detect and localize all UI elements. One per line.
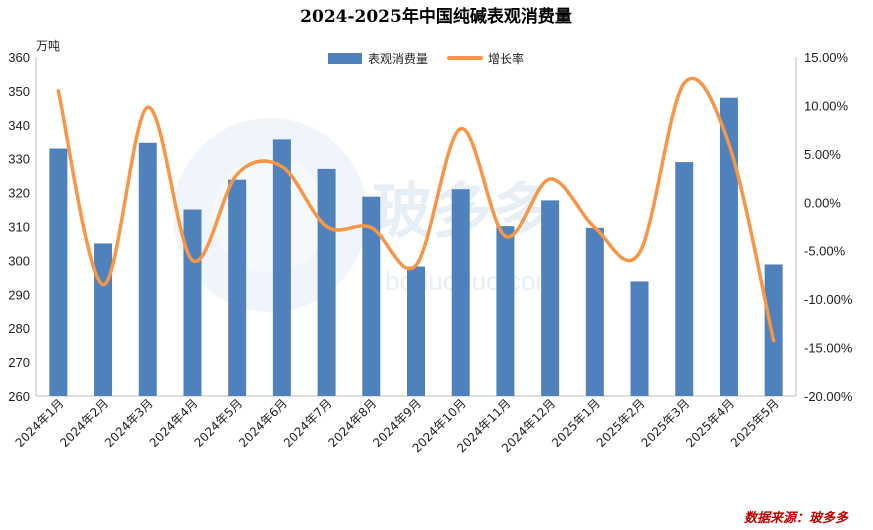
y-left-tick-label: 290 [8,287,30,302]
y-left-tick-label: 310 [8,220,30,235]
y-left-tick-label: 270 [8,355,30,370]
bar [630,281,649,396]
bar [541,200,560,396]
y-left-tick-label: 360 [8,50,30,65]
bar-series [49,97,783,397]
y-right-tick-label: 5.00% [804,147,841,162]
bar [183,209,202,396]
x-tick-label: 2025年5月 [728,396,782,450]
bar [496,226,515,396]
y-left-tick-label: 300 [8,253,30,268]
bar [317,168,336,396]
bar [451,189,470,396]
legend-bar-swatch [328,53,362,64]
bar [719,97,738,397]
bar [94,243,113,396]
legend-line-label: 增长率 [488,51,524,66]
y-left-ticks: 260 270 280 290 300 310 320 330 340 350 360 [8,50,30,404]
y-right-tick-label: 10.00% [804,98,849,113]
y-left-unit: 万吨 [36,39,60,53]
y-left-tick-label: 330 [8,152,30,167]
bar [272,139,291,396]
y-right-tick-label: 15.00% [804,50,849,65]
chart-title: 2024-2025年中国纯碱表观消费量 [300,6,572,27]
y-left-tick-label: 320 [8,186,30,201]
y-right-ticks: -20.00% -15.00% -10.00% -5.00% 0.00% 5.00% 10.… [804,50,853,404]
bar [764,264,783,396]
growth-rate-line [56,76,776,343]
bar [362,196,381,396]
y-left-tick-label: 350 [8,84,30,99]
y-left-tick-label: 260 [8,389,30,404]
bar [228,179,247,396]
y-left-tick-label: 340 [8,118,30,133]
line-series [56,76,776,343]
legend-bar-label: 表观消费量 [368,52,428,66]
bar [138,142,157,396]
legend: 表观消费量 增长率 [328,51,524,66]
bar [585,227,604,396]
y-right-tick-label: 0.00% [804,195,841,210]
y-right-tick-label: -5.00% [804,244,846,259]
y-right-tick-label: -15.00% [804,341,853,356]
data-source: 数据来源：玻多多 [744,510,849,526]
bar [49,148,68,396]
bar [675,162,694,396]
y-right-tick-label: -20.00% [804,389,853,404]
y-left-tick-label: 280 [8,321,30,336]
bar [407,266,425,396]
x-ticks: 2024年1月2024年2月2024年3月2024年4月2024年5月2024年… [13,396,782,455]
y-right-tick-label: -10.00% [804,292,853,307]
